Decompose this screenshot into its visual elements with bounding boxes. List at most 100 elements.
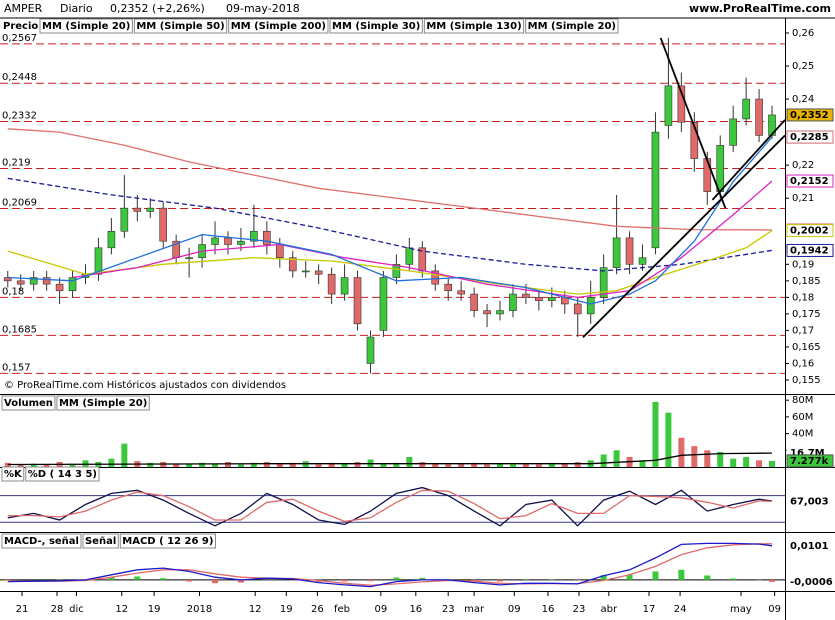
volume-bar	[678, 437, 685, 467]
histogram-bar	[626, 574, 633, 580]
x-tick-label: mar	[464, 604, 485, 615]
volume-bar	[173, 463, 180, 467]
x-tick-label: 24	[674, 604, 687, 615]
date: 09-may-2018	[226, 2, 300, 15]
level-label: 0,2332	[2, 111, 37, 122]
volume-bar	[509, 464, 516, 467]
x-tick-label: 19	[148, 604, 161, 615]
candle-body	[651, 131, 660, 249]
histogram-bar	[704, 575, 711, 580]
histogram-bar	[471, 579, 478, 582]
legend-box	[228, 18, 329, 34]
y-tick-label: 0,21	[792, 193, 814, 204]
candle-body	[159, 207, 168, 242]
candle-body	[509, 293, 517, 311]
candle-body	[444, 283, 453, 292]
histogram-bar	[600, 575, 607, 580]
volume-bar	[393, 462, 400, 467]
volume-bar	[186, 464, 193, 467]
value-badge-label: 16,7M	[790, 448, 825, 459]
candle-body	[42, 277, 51, 285]
period: Diario	[60, 2, 93, 15]
note: © ProRealTime.com Históricos ajustados c…	[4, 379, 286, 391]
level-label: 0,2448	[2, 72, 37, 83]
value-badge	[786, 575, 834, 589]
volume-bar	[263, 461, 270, 467]
level-label: 0,2567	[2, 33, 37, 44]
legend-box	[119, 533, 216, 549]
histogram-bar	[108, 577, 115, 580]
candle-body	[664, 85, 673, 126]
candle-body	[392, 264, 401, 278]
volume-bar	[613, 450, 620, 467]
candle-body	[457, 290, 465, 295]
value-badge	[786, 174, 834, 188]
x-tick-label: 16	[542, 604, 555, 615]
volume-bar	[756, 460, 763, 467]
candle-body	[703, 158, 712, 192]
candle-body	[496, 310, 504, 315]
trendline	[659, 37, 727, 209]
indicator-line	[7, 486, 773, 527]
candle-body	[729, 118, 737, 146]
y-tick-label: 0,175	[792, 309, 821, 320]
x-tick-label: 26	[311, 604, 324, 615]
legend-box	[329, 18, 423, 34]
candle-body	[94, 247, 103, 275]
histogram-bar	[497, 579, 504, 582]
volume-bar	[600, 454, 607, 467]
y-tick-label: 0,155	[792, 375, 821, 386]
x-tick-label: 09	[508, 604, 521, 615]
indicator-line	[7, 542, 773, 588]
candle-body	[301, 270, 310, 273]
candle-body	[314, 270, 323, 275]
histogram-bar	[393, 577, 400, 580]
value-badge-label: -0,0006	[790, 577, 833, 588]
legend-box	[82, 533, 119, 549]
level-label: 0,1685	[2, 324, 37, 335]
histogram-bar	[160, 578, 167, 580]
histogram-bar	[341, 579, 348, 582]
candle-body	[535, 297, 543, 301]
value-badge	[786, 130, 834, 144]
level-label: 0,18	[2, 286, 24, 297]
candle-body	[237, 240, 245, 245]
legend-box	[1, 466, 25, 482]
legend-box	[25, 466, 100, 482]
value-badge	[786, 108, 834, 122]
y-tick-label: 0,18	[792, 292, 814, 303]
x-tick-label: 12	[249, 604, 262, 615]
histogram-bar	[730, 578, 737, 580]
y-tick-label: 60M	[792, 412, 813, 423]
candle-body	[612, 237, 621, 268]
legend-item: Señal	[85, 536, 116, 547]
x-tick-label: 12	[115, 604, 128, 615]
legend-item: %D ( 14 3 5)	[28, 469, 97, 480]
y-tick-label: 0,165	[792, 342, 821, 353]
legend-box	[423, 18, 525, 34]
candle-body	[548, 297, 556, 301]
candle-body	[586, 297, 595, 315]
legend-item: Volumen	[4, 398, 53, 409]
candle-body	[107, 230, 116, 249]
value-badge-label: 0,2152	[790, 176, 829, 187]
volume-bar	[484, 464, 491, 467]
value-badge-label: 0,1942	[790, 245, 829, 256]
volume-bar	[730, 458, 737, 467]
value-badge-label: 7.277k	[790, 456, 829, 467]
candle-body	[224, 237, 232, 245]
legend-item: MM (Simple 50)	[136, 21, 224, 32]
legend-box	[56, 395, 150, 411]
volume-bar	[43, 464, 50, 467]
value-badge	[786, 494, 834, 508]
x-tick-label: 09	[374, 604, 387, 615]
volume-bar	[224, 461, 231, 467]
volume-bar	[432, 463, 439, 467]
legend-item: MM (Simple 130)	[426, 21, 521, 32]
x-tick-label: 23	[442, 604, 455, 615]
value-badge	[786, 243, 834, 257]
candle-body	[353, 277, 362, 325]
candle-body	[276, 244, 284, 259]
volume-bar	[561, 463, 568, 467]
